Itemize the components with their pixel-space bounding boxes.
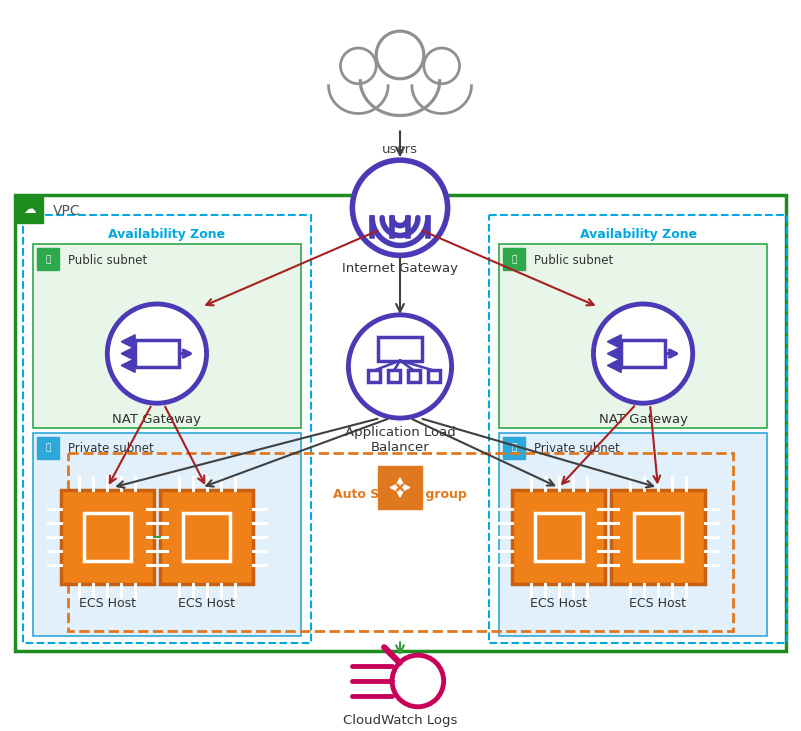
Text: Public subnet: Public subnet bbox=[534, 254, 614, 267]
Text: 🔒: 🔒 bbox=[511, 255, 517, 264]
Text: 🔒: 🔒 bbox=[511, 443, 517, 452]
Bar bbox=[61, 491, 154, 584]
Polygon shape bbox=[121, 358, 135, 372]
Bar bbox=[503, 437, 525, 459]
Bar bbox=[17, 197, 42, 223]
Bar bbox=[535, 513, 582, 561]
Text: Private subnet: Private subnet bbox=[67, 442, 154, 455]
Text: ECS Host: ECS Host bbox=[178, 596, 235, 610]
Bar bbox=[503, 249, 525, 270]
Bar bbox=[33, 244, 301, 428]
Text: VPC: VPC bbox=[53, 204, 80, 218]
Text: Private subnet: Private subnet bbox=[534, 442, 620, 455]
Polygon shape bbox=[607, 346, 622, 360]
Circle shape bbox=[352, 160, 448, 255]
Bar bbox=[135, 340, 179, 368]
Text: Auto Scaling group: Auto Scaling group bbox=[333, 488, 467, 501]
Bar bbox=[634, 513, 682, 561]
Bar bbox=[378, 466, 422, 510]
Text: Availability Zone: Availability Zone bbox=[108, 227, 225, 240]
Text: NAT Gateway: NAT Gateway bbox=[112, 413, 201, 426]
Bar bbox=[388, 371, 400, 382]
Circle shape bbox=[107, 304, 207, 404]
Bar bbox=[37, 437, 58, 459]
Polygon shape bbox=[607, 358, 622, 372]
Circle shape bbox=[594, 304, 693, 404]
Bar bbox=[622, 340, 665, 368]
Polygon shape bbox=[121, 346, 135, 360]
Bar bbox=[512, 491, 606, 584]
Text: ECS Host: ECS Host bbox=[630, 596, 686, 610]
Bar bbox=[67, 452, 734, 632]
Bar bbox=[408, 371, 420, 382]
Bar bbox=[611, 491, 705, 584]
Text: Application Load
Balancer: Application Load Balancer bbox=[344, 426, 456, 454]
Bar bbox=[37, 249, 58, 270]
Polygon shape bbox=[121, 335, 135, 349]
Polygon shape bbox=[607, 335, 622, 349]
Text: 🔒: 🔒 bbox=[45, 443, 50, 452]
Text: users: users bbox=[382, 143, 418, 156]
Text: ECS Host: ECS Host bbox=[78, 596, 136, 610]
Bar bbox=[183, 513, 231, 561]
Text: Public subnet: Public subnet bbox=[67, 254, 147, 267]
Bar bbox=[83, 513, 131, 561]
Text: NAT Gateway: NAT Gateway bbox=[598, 413, 687, 426]
Bar bbox=[489, 215, 787, 643]
Text: Internet Gateway: Internet Gateway bbox=[342, 262, 458, 276]
Text: Availability Zone: Availability Zone bbox=[580, 227, 697, 240]
Bar bbox=[499, 244, 767, 428]
Circle shape bbox=[348, 315, 452, 418]
Text: ☁: ☁ bbox=[24, 203, 36, 216]
Bar bbox=[15, 195, 786, 651]
Bar bbox=[33, 433, 301, 637]
Bar bbox=[23, 215, 311, 643]
Bar bbox=[428, 371, 440, 382]
Bar bbox=[368, 371, 380, 382]
Bar bbox=[160, 491, 253, 584]
Text: ECS Host: ECS Host bbox=[530, 596, 587, 610]
Text: 🔒: 🔒 bbox=[45, 255, 50, 264]
Bar bbox=[378, 337, 422, 360]
Text: CloudWatch Logs: CloudWatch Logs bbox=[343, 713, 457, 727]
Bar bbox=[499, 433, 767, 637]
